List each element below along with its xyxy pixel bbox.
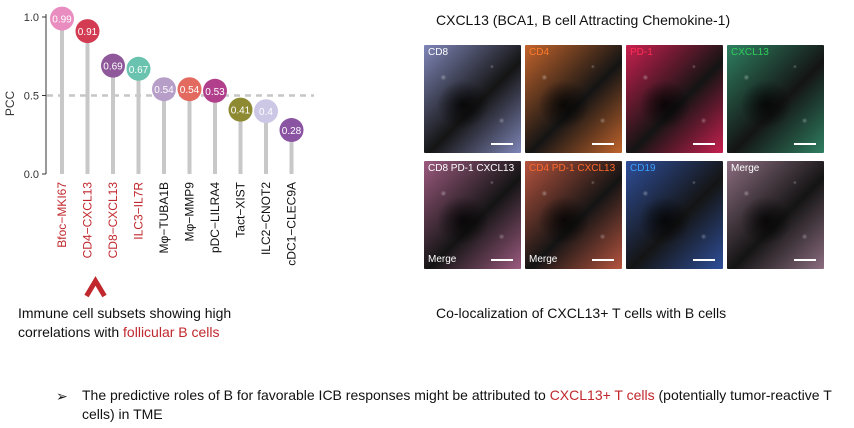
data-label: 0.53 (205, 87, 225, 98)
microscopy-tile-cd8: CD8 (424, 45, 521, 153)
chart-marks: 0.99 0.91 0.69 0.67 0.54 0.54 0.53 0.41 0.4 0.28 (50, 6, 304, 298)
x-tick-label: ILC3−IL7R (132, 182, 146, 240)
tile-merge-label: Merge (428, 254, 457, 265)
scale-bar (693, 143, 715, 145)
lollipop-point (75, 19, 100, 44)
tile-label: CD8 (428, 47, 449, 58)
lollipop-point (152, 77, 176, 102)
pcc-lollipop-chart: 0.0 0.5 1.0 PCC 0.99 0.91 0.69 0.67 0.54 0.54 0.5… (3, 6, 314, 298)
microscopy-tile-cd8-merge: CD8 PD-1 CXCL13 Merge (424, 161, 521, 269)
left-caption-line2: correlations with follicular B cells (18, 323, 318, 342)
microscopy-tile-cd19: CD19 (626, 161, 723, 269)
scale-bar (491, 259, 513, 261)
microscopy-tile-pd1: PD-1 (626, 45, 723, 153)
tile-label: CD8 PD-1 CXCL13 (428, 163, 515, 174)
lollipop-point (177, 77, 202, 102)
scale-bar (693, 259, 715, 261)
microscopy-tile-cd4-merge: CD4 PD-1 CXCL13 Merge (525, 161, 622, 269)
scale-bar (592, 143, 614, 145)
x-tick-label: Tact−XIST (234, 181, 248, 237)
y-tick-label: 0.0 (24, 169, 39, 181)
bullet-text: The predictive roles of B for favorable … (82, 386, 842, 424)
data-label: 0.99 (52, 15, 72, 26)
data-label: 0.4 (259, 107, 273, 118)
microscopy-tile-merge: Merge (727, 161, 824, 269)
scale-bar (592, 259, 614, 261)
x-tick-label: ILC2−CNOT2 (259, 182, 273, 255)
lollipop-point (101, 53, 125, 78)
lollipop-point (254, 99, 278, 124)
bullet-text-highlight: CXCL13+ T cells (549, 387, 655, 403)
data-label: 0.41 (231, 106, 251, 117)
scale-bar (794, 259, 816, 261)
left-caption-line1: Immune cell subsets showing high (18, 305, 232, 321)
tile-merge-label: Merge (529, 254, 558, 265)
microscopy-tile-cxcl13: CXCL13 (727, 45, 824, 153)
y-axis-label: PCC (3, 91, 17, 117)
data-label: 0.91 (78, 27, 98, 38)
panel-title: CXCL13 (BCA1, B cell Attracting Chemokin… (436, 12, 731, 28)
y-tick-label: 1.0 (24, 12, 39, 24)
highlight-arrow (84, 276, 107, 298)
microscopy-grid: CD8 CD4 PD-1 CXCL13 CD8 PD-1 CXCL13 Merge… (424, 45, 834, 269)
microscopy-tile-cd4: CD4 (525, 45, 622, 153)
tile-label: PD-1 (630, 47, 653, 58)
right-caption: Co-localization of CXCL13+ T cells with … (436, 305, 727, 321)
scale-bar (491, 143, 513, 145)
lollipop-point (203, 78, 227, 103)
bullet-marker: ➢ (56, 388, 68, 404)
lollipop-point (126, 56, 151, 81)
tile-label: CD4 PD-1 CXCL13 (529, 163, 616, 174)
x-tick-label: pDC−LILRA4 (208, 182, 222, 253)
left-caption: Immune cell subsets showing high correla… (18, 304, 318, 342)
x-tick-labels: Bfoc−MKI67 CD4−CXCL13 CD8−CXCL13 ILC3−IL7R M… (55, 181, 299, 265)
x-tick-label: Bfoc−MKI67 (55, 182, 69, 248)
data-label: 0.54 (154, 85, 174, 96)
lollipop-point (279, 118, 304, 143)
x-tick-label: CD8−CXCL13 (106, 182, 120, 259)
x-tick-label: CD4−CXCL13 (81, 182, 95, 259)
lollipop-point (50, 6, 74, 31)
data-label: 0.67 (129, 65, 149, 76)
scale-bar (794, 143, 816, 145)
bullet-text-suffix: (potentially tumor-reactive T cells) in … (82, 387, 832, 422)
tile-label: CXCL13 (731, 47, 769, 58)
tile-label: CD19 (630, 163, 656, 174)
x-tick-label: Mφ−TUBA1B (157, 182, 171, 253)
left-caption-prefix: correlations with (18, 324, 124, 340)
x-tick-label: cDC1−CLEC9A (285, 182, 299, 266)
tile-label: Merge (731, 163, 760, 174)
data-label: 0.28 (282, 126, 302, 137)
left-caption-highlight: follicular B cells (123, 324, 220, 340)
tile-label: CD4 (529, 47, 550, 58)
data-label: 0.54 (180, 85, 200, 96)
y-tick-label: 0.5 (24, 91, 39, 103)
lollipop-point (228, 97, 253, 122)
x-tick-label: Mφ−MMP9 (183, 182, 197, 242)
data-label: 0.69 (103, 62, 123, 73)
bullet-text-prefix: The predictive roles of B for favorable … (82, 387, 550, 403)
